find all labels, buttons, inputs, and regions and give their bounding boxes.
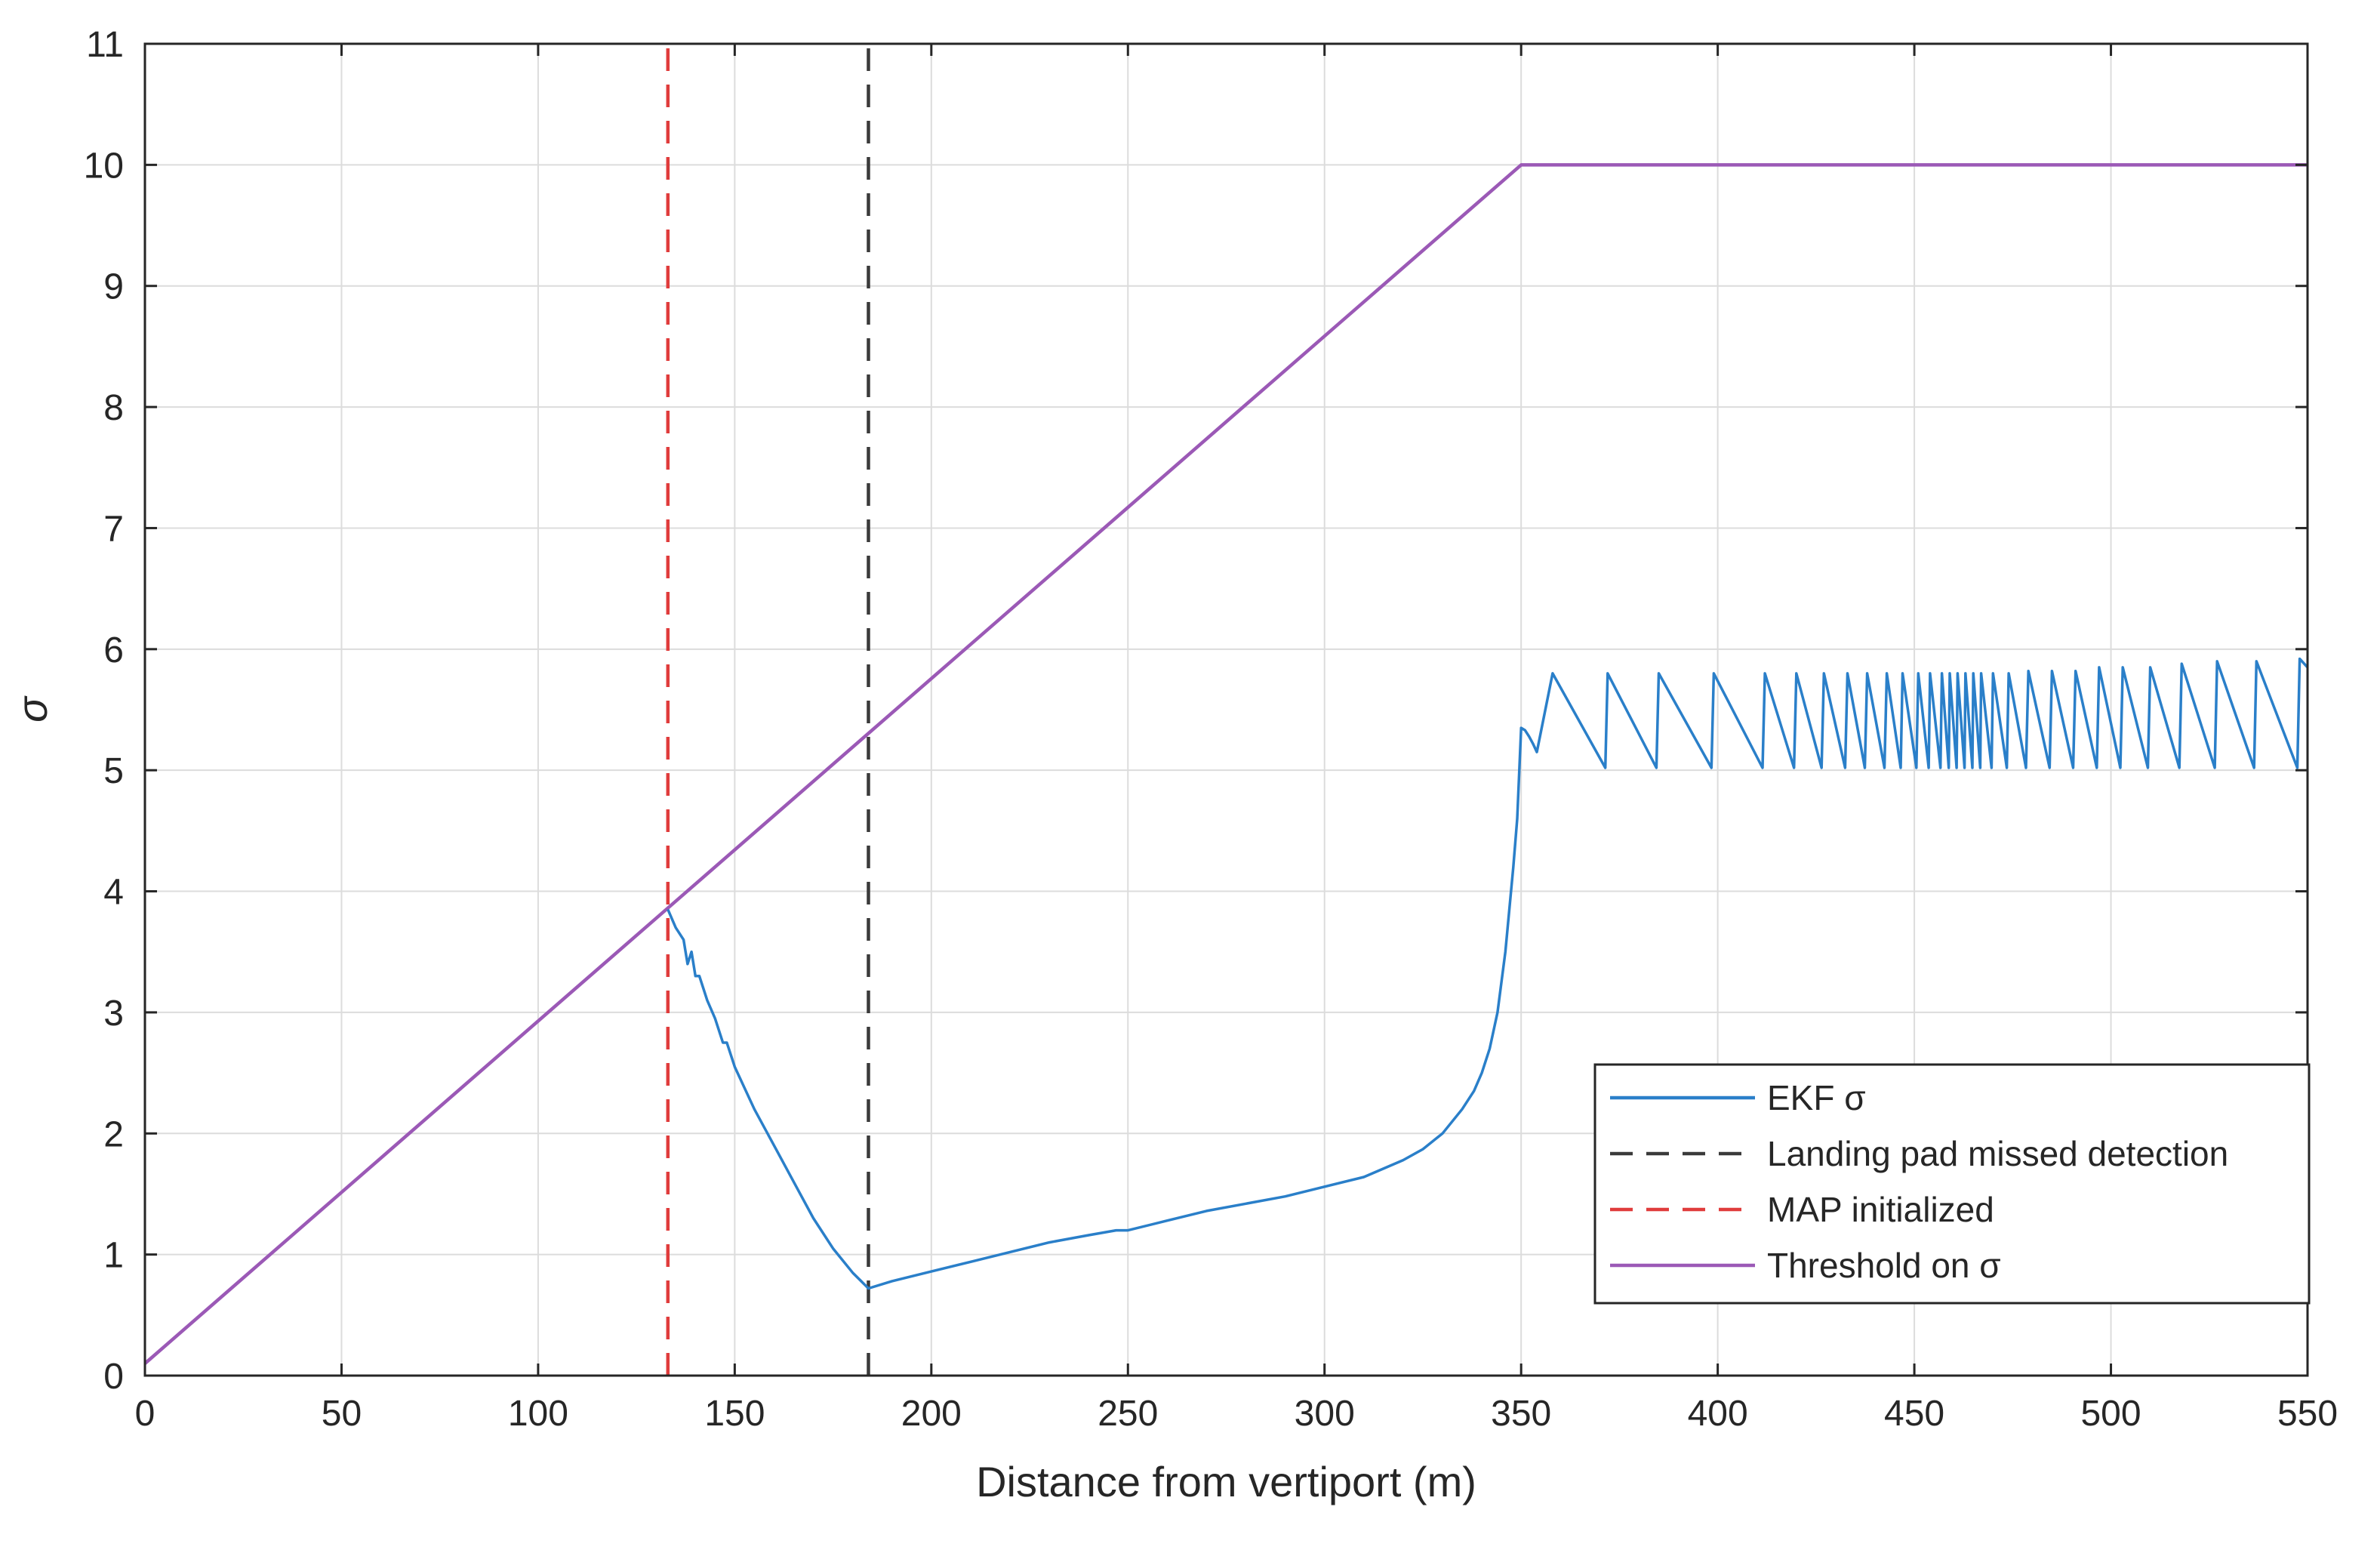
axes-frame: [143, 42, 2309, 1377]
y-tick-label: 8: [103, 388, 124, 428]
x-tick-label: 300: [1295, 1394, 1355, 1434]
x-tick-label: 100: [508, 1394, 568, 1434]
x-axis-label: Distance from vertiport (m): [976, 1458, 1476, 1505]
legend-box: [1593, 1063, 2311, 1305]
x-tick-label: 200: [901, 1394, 962, 1434]
x-tick-label: 350: [1491, 1394, 1551, 1434]
x-tick-label: 0: [135, 1394, 155, 1434]
y-tick-label: 5: [103, 751, 124, 791]
x-tick-label: 450: [1884, 1394, 1944, 1434]
y-tick-label: 7: [103, 509, 124, 549]
x-tick-label: 550: [2277, 1394, 2338, 1434]
y-tick-label: 1: [103, 1236, 124, 1276]
x-tick-label: 50: [322, 1394, 362, 1434]
legend-label: EKF σ: [1767, 1078, 1866, 1117]
legend-label: Landing pad missed detection: [1767, 1134, 2228, 1173]
ticks: 0 50 100 150 200 250 300 350 400 450 500 550 0 1 2 3 4 5 6…: [84, 25, 2338, 1434]
series-line-ekf: [667, 657, 2309, 1290]
y-tick-label: 10: [84, 146, 124, 186]
x-tick-label: 250: [1098, 1394, 1158, 1434]
x-tick-label: 400: [1688, 1394, 1748, 1434]
x-tick-label: 500: [2080, 1394, 2141, 1434]
plot-series: [143, 44, 2309, 1376]
y-tick-label: 6: [103, 630, 124, 670]
legend-label: MAP initialized: [1767, 1190, 1994, 1229]
x-tick-label: 150: [704, 1394, 765, 1434]
series-line-threshold-on: [143, 163, 2308, 1365]
y-tick-label: 0: [103, 1357, 124, 1397]
y-tick-label: 3: [103, 994, 124, 1034]
y-axis-label: σ: [8, 695, 56, 723]
y-tick-label: 4: [103, 873, 124, 913]
y-tick-label: 2: [103, 1114, 124, 1154]
y-tick-label: 11: [86, 25, 124, 65]
y-tick-label: 9: [103, 267, 124, 307]
legend: EKF σ Landing pad missed detection MAP ini…: [1593, 1063, 2311, 1305]
legend-label: Threshold on σ: [1767, 1246, 2001, 1285]
